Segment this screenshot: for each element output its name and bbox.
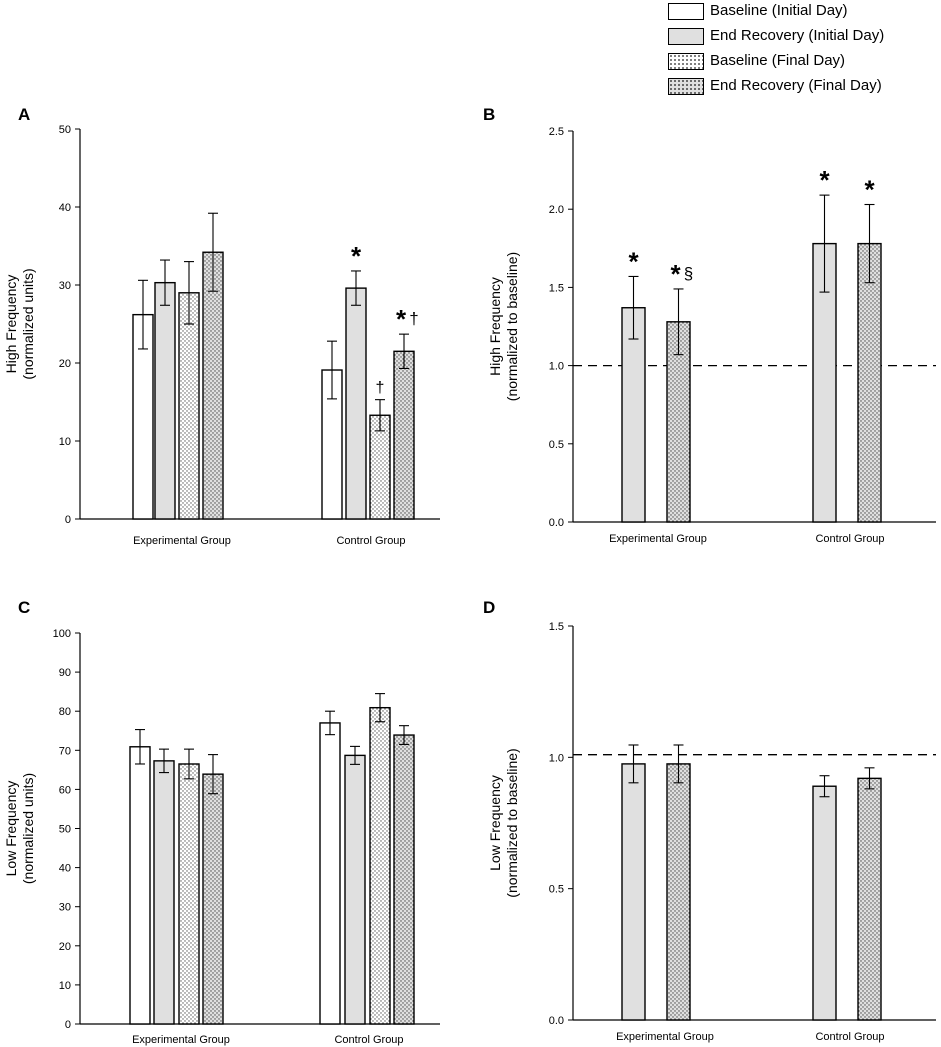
y-axis-label: (normalized units) <box>20 773 36 884</box>
category-label: Control Group <box>336 535 405 547</box>
y-tick-label: 40 <box>59 863 71 875</box>
category-label: Control Group <box>815 1031 884 1043</box>
bar <box>393 734 415 1025</box>
legend-swatch <box>668 3 704 20</box>
significance-marker: † <box>376 380 385 397</box>
category-label: Control Group <box>334 1034 403 1046</box>
y-axis-label: (normalized to baseline) <box>504 252 520 401</box>
y-tick-label: 0 <box>65 514 71 526</box>
legend-label: End Recovery (Initial Day) <box>710 27 885 44</box>
y-tick-label: 50 <box>59 824 71 836</box>
significance-marker: * <box>351 241 362 271</box>
panel-letter: D <box>483 598 495 617</box>
y-axis-label: High Frequency <box>3 275 19 374</box>
category-label: Experimental Group <box>616 1031 714 1043</box>
bar <box>393 350 415 520</box>
legend-item-baseline-final: Baseline (Final Day) <box>668 50 936 75</box>
significance-marker: * <box>864 175 875 205</box>
bar <box>621 763 646 1021</box>
significance-marker: * <box>396 304 407 334</box>
legend-item-baseline-initial: Baseline (Initial Day) <box>668 0 936 25</box>
bar <box>154 281 176 520</box>
bar <box>666 763 691 1021</box>
y-tick-label: 2.0 <box>549 204 564 216</box>
bar <box>369 706 391 1025</box>
category-label: Control Group <box>815 533 884 545</box>
y-axis-label: Low Frequency <box>3 781 19 877</box>
y-axis-label: (normalized to baseline) <box>504 748 520 897</box>
y-tick-label: 1.0 <box>549 752 564 764</box>
y-tick-label: 100 <box>53 628 71 640</box>
bar <box>345 287 367 520</box>
bar <box>812 785 837 1021</box>
legend-swatch <box>668 53 704 70</box>
bar <box>344 754 366 1025</box>
significance-marker: * <box>670 259 681 289</box>
significance-marker: § <box>684 264 693 283</box>
y-axis-label: Low Frequency <box>487 775 503 871</box>
y-tick-label: 0.0 <box>549 1015 564 1027</box>
bar <box>202 251 224 520</box>
category-label: Experimental Group <box>132 1034 230 1046</box>
significance-marker: † <box>409 309 418 328</box>
y-tick-label: 0.5 <box>549 884 564 896</box>
y-tick-label: 1.0 <box>549 361 564 373</box>
y-tick-label: 20 <box>59 358 71 370</box>
bar <box>857 777 882 1021</box>
y-tick-label: 80 <box>59 706 71 718</box>
panel-letter: C <box>18 598 30 617</box>
bar <box>319 722 341 1025</box>
legend-label: Baseline (Initial Day) <box>710 2 848 19</box>
legend-swatch <box>668 78 704 95</box>
y-tick-label: 0.5 <box>549 439 564 451</box>
y-tick-label: 90 <box>59 667 71 679</box>
bar <box>857 242 882 523</box>
category-label: Experimental Group <box>609 533 707 545</box>
bar <box>621 307 646 523</box>
legend-item-recovery-initial: End Recovery (Initial Day) <box>668 25 936 50</box>
bar <box>153 760 175 1025</box>
y-tick-label: 40 <box>59 202 71 214</box>
bar <box>202 773 224 1025</box>
legend-item-recovery-final: End Recovery (Final Day) <box>668 75 936 100</box>
y-tick-label: 70 <box>59 745 71 757</box>
bar <box>129 746 151 1025</box>
category-label: Experimental Group <box>133 535 231 547</box>
y-tick-label: 2.5 <box>549 126 564 138</box>
y-axis-label: (normalized units) <box>20 268 36 379</box>
legend-label: Baseline (Final Day) <box>710 52 846 69</box>
y-tick-label: 0.0 <box>549 517 564 529</box>
y-tick-label: 10 <box>59 980 71 992</box>
y-axis-label: High Frequency <box>487 277 503 376</box>
y-tick-label: 1.5 <box>549 282 564 294</box>
bar <box>178 763 200 1025</box>
y-tick-label: 1.5 <box>549 621 564 633</box>
panel-letter: B <box>483 105 495 124</box>
significance-marker: * <box>628 246 639 276</box>
legend-label: End Recovery (Final Day) <box>710 77 882 94</box>
y-tick-label: 0 <box>65 1019 71 1031</box>
y-tick-label: 20 <box>59 941 71 953</box>
y-tick-label: 50 <box>59 124 71 136</box>
bar <box>178 292 200 520</box>
y-tick-label: 10 <box>59 436 71 448</box>
y-tick-label: 60 <box>59 784 71 796</box>
significance-marker: * <box>819 165 830 195</box>
y-tick-label: 30 <box>59 280 71 292</box>
y-tick-label: 30 <box>59 902 71 914</box>
panel-letter: A <box>18 105 30 124</box>
legend: Baseline (Initial Day) End Recovery (Ini… <box>668 0 936 100</box>
legend-swatch <box>668 28 704 45</box>
